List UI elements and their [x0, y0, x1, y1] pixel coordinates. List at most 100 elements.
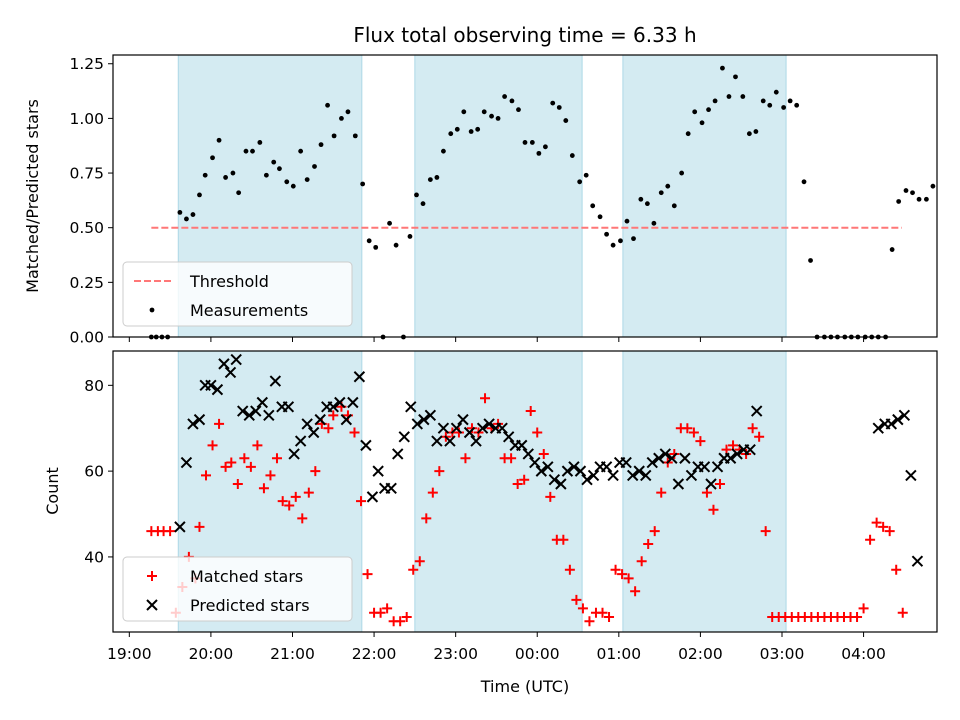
measurement-point [536, 150, 542, 156]
top-legend: Threshold Measurements [122, 261, 353, 327]
measurement-point [753, 129, 759, 134]
matched-star-point [643, 539, 654, 550]
predicted-star-point [411, 418, 424, 430]
matched-star-point [649, 526, 660, 537]
measurement-point [671, 203, 677, 209]
measurement-point [290, 183, 296, 189]
matched-star-point [512, 478, 523, 489]
predicted-star-point [516, 439, 528, 452]
measurement-point [658, 190, 664, 196]
measurement-point [271, 159, 277, 165]
measurement-point [318, 142, 324, 148]
predicted-star-point [535, 465, 548, 477]
matched-star-point [427, 487, 438, 498]
predicted-star-point [431, 435, 443, 447]
matched-star-point [597, 607, 608, 618]
top-y-tick-label: 0.25 [69, 274, 104, 292]
x-tick-label: 01:00 [596, 645, 641, 663]
matched-star-point [414, 556, 425, 567]
measurement-point [706, 107, 711, 113]
matched-star-point [207, 440, 218, 451]
predicted-star-point [898, 409, 911, 422]
predicted-star-point [263, 409, 275, 422]
predicted-star-point [366, 491, 379, 503]
matched-star-point [297, 513, 308, 524]
measurement-point [509, 98, 515, 104]
predicted-star-point [476, 422, 489, 434]
predicted-star-point [705, 478, 717, 490]
predicted-star-point [653, 452, 665, 464]
measurement-point [733, 74, 738, 80]
x-tick-label: 19:00 [107, 645, 152, 663]
matched-star-point [201, 470, 212, 481]
measurement-point [441, 148, 446, 154]
measurement-point [210, 155, 215, 161]
predicted-star-point [282, 401, 295, 413]
predicted-star-point [607, 469, 619, 482]
predicted-star-point [750, 405, 763, 417]
measurement-point [930, 183, 936, 189]
predicted-star-point [483, 418, 495, 430]
matched-star-point [852, 611, 863, 622]
predicted-star-point [666, 452, 678, 464]
measurement-point [190, 212, 196, 217]
predicted-star-point [193, 413, 206, 426]
top-axes-frame [112, 54, 938, 338]
measurement-point [373, 244, 379, 250]
predicted-star-point [314, 413, 326, 426]
matched-star-point [577, 603, 588, 614]
matched-star-point [871, 517, 882, 528]
measurement-point [298, 148, 304, 154]
predicted-star-point [679, 452, 691, 464]
measurement-point [699, 120, 705, 126]
matched-star-point [220, 461, 231, 472]
predicted-star-point [205, 379, 217, 392]
predicted-star-point [872, 422, 884, 434]
measurement-point [481, 109, 487, 115]
top-y-axis-label: Matched/Predicted stars [23, 99, 42, 293]
measurement-point [651, 220, 657, 226]
matched-star-point [878, 521, 889, 532]
matched-star-point [682, 423, 693, 434]
legend-label: Threshold [189, 272, 269, 291]
measurement-point [197, 192, 202, 198]
matched-star-point [525, 406, 536, 417]
measurement-point [427, 177, 433, 183]
measurement-point [489, 113, 494, 119]
measurement-point [277, 166, 282, 172]
legend-matched-swatch [147, 571, 157, 581]
chart-title: Flux total observing time = 6.33 h [353, 23, 696, 47]
predicted-star-point [496, 422, 508, 434]
predicted-star-point [502, 431, 515, 443]
matched-star-point [362, 569, 373, 580]
predicted-star-point [911, 555, 924, 567]
measurement-point [184, 216, 189, 222]
measurement-point [339, 115, 344, 121]
matched-star-point [328, 410, 339, 421]
bottom-panel: 40 60 80 19:00 20:00 21:00 22:00 23:00 00:00 01:0… [84, 350, 938, 663]
matched-star-point [434, 466, 445, 477]
measurement-point [414, 192, 419, 198]
measurement-point [502, 94, 508, 99]
matched-star-point [258, 483, 269, 494]
measurement-point [665, 183, 671, 189]
measurement-point [243, 148, 249, 154]
measurement-point [522, 140, 528, 145]
matched-star-point [252, 440, 263, 451]
predicted-star-point [470, 435, 482, 447]
matched-star-point [453, 427, 464, 438]
matched-star-point [610, 564, 621, 575]
measurement-point [916, 196, 922, 202]
measurement-point [781, 105, 787, 110]
measurement-point [223, 175, 228, 180]
matched-star-point [538, 448, 549, 459]
predicted-star-point [905, 469, 917, 482]
predicted-star-point [555, 478, 567, 490]
measurement-point [767, 102, 773, 108]
measurement-point [236, 190, 242, 196]
predicted-star-point [294, 435, 307, 447]
bottom-legend: Matched stars Predicted stars [122, 556, 353, 622]
measurement-point [692, 109, 698, 115]
measurement-point [360, 181, 366, 187]
